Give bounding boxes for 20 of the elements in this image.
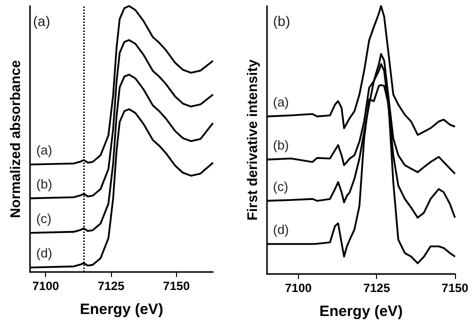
- x-axis-title: Energy (eV): [80, 301, 164, 318]
- x-tick-label: 7150: [442, 281, 469, 295]
- x-axis-title: Energy (eV): [319, 303, 403, 320]
- series-label: (c): [273, 178, 288, 194]
- series-label: (d): [273, 222, 289, 237]
- x-tick-label: 7125: [98, 279, 125, 293]
- series-label: (a): [36, 142, 52, 158]
- x-tick-label: 7100: [284, 281, 312, 295]
- annotation: (a): [33, 13, 50, 29]
- x-tick-label: 7100: [32, 279, 60, 293]
- y-axis-title: Normalized absorbance: [7, 60, 23, 218]
- y-axis-title: First derivative intensity: [244, 59, 260, 221]
- series-label: (a): [273, 94, 289, 110]
- series-label: (b): [36, 176, 52, 192]
- series-label: (b): [273, 138, 289, 153]
- series-label: (c): [36, 210, 52, 226]
- series-label: (d): [36, 245, 52, 260]
- x-tick-label: 7150: [163, 279, 190, 293]
- x-tick-label: 7125: [363, 281, 390, 295]
- annotation: (b): [273, 13, 290, 29]
